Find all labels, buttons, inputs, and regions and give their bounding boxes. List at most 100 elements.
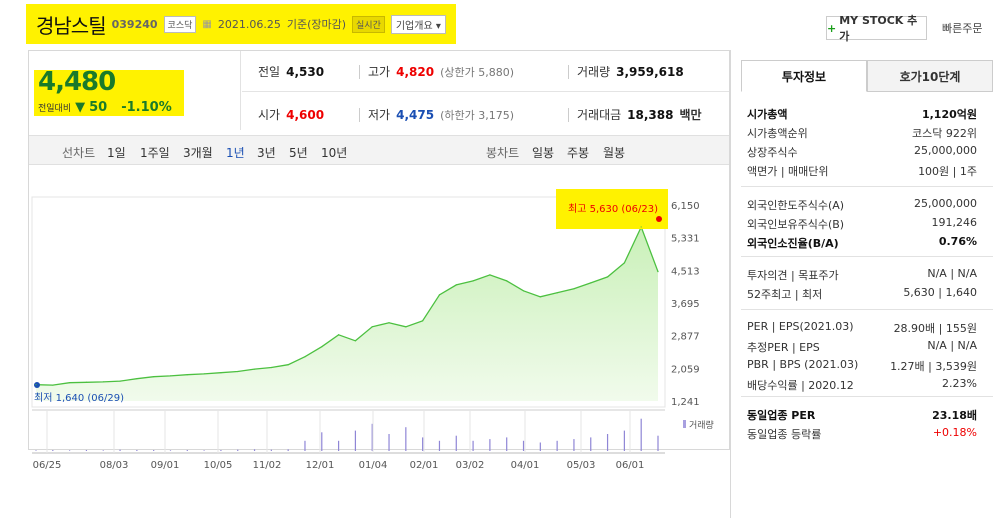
volume-bar [405,427,407,451]
x-tick-label: 05/03 [567,460,596,471]
price-change-row: 전일대비 ▼ 50 -1.10% [38,100,172,115]
tab-candle-monthly[interactable]: 월봉 [603,146,626,160]
calendar-icon: ▦ [202,18,212,30]
sidebar-row-label[interactable]: 액면가 | 매매단위 [747,165,829,178]
quick-order-link[interactable]: 빠른주문 [942,22,983,35]
sidebar-row-label[interactable]: 시가총액순위 [747,127,808,140]
volume-bar [539,442,541,451]
add-mystock-button[interactable]: + MY STOCK 추가 [826,14,927,43]
stat-amount: 거래대금 18,388 백만 [577,106,702,123]
volume-bar [304,440,306,451]
sidebar-row-label[interactable]: 시가총액 [747,108,788,121]
sidebar-row-value: 23.18배 [932,409,977,422]
volume-bar [186,449,188,451]
x-tick-label: 06/25 [33,460,62,471]
x-tick-label: 11/02 [253,460,282,471]
sidebar-row-label[interactable]: 투자의견 | 목표주가 [747,269,839,282]
max-dot [656,216,662,222]
sidebar-row-label[interactable]: 52주최고 | 최저 [747,288,823,301]
sidebar-row-label[interactable]: 상장주식수 [747,146,798,159]
stock-header: 경남스틸 039240 코스닥 ▦ 2021.06.25 기준(장마감) 실시간… [0,0,1003,50]
price-point [203,373,205,375]
sidebar-tabs: 투자정보 호가10단계 [741,60,993,92]
tab-order-book[interactable]: 호가10단계 [867,60,993,92]
sidebar-row-label[interactable]: PBR | BPS (2021.03) [747,358,859,371]
sidebar-row-label[interactable]: 동일업종 등락률 [747,428,822,441]
change-value: 50 [89,100,108,115]
x-tick-label: 12/01 [306,460,335,471]
price-point [640,226,642,228]
company-info-dropdown[interactable]: 기업개요 ▾ [390,14,446,34]
live-button[interactable]: 실시간 [352,15,385,33]
tab-period-3y[interactable]: 3년 [257,146,276,160]
sidebar-row: 배당수익률 | 2020.12 2.23% [747,377,977,393]
sidebar-row: 동일업종 PER 23.18배 [747,407,977,423]
tab-period-1w[interactable]: 1주일 [140,146,170,160]
volume-bar [169,450,172,451]
tab-investment-info[interactable]: 투자정보 [741,60,867,92]
tab-period-1y[interactable]: 1년 [226,146,245,160]
volume-bar [119,449,121,451]
sidebar-row: 동일업종 등락률 +0.18% [747,426,977,442]
price-point [623,262,625,264]
price-point [354,340,357,342]
add-mystock-label: MY STOCK 추가 [839,14,918,43]
sidebar-row-label[interactable]: 외국인한도주식수(A) [747,199,845,212]
stat-volume: 거래량 3,959,618 [577,63,684,80]
volume-bar [522,440,525,451]
tab-period-1d[interactable]: 1일 [107,146,126,160]
sidebar-row-value: 0.76% [938,235,977,248]
x-tick-label: 10/05 [204,460,233,471]
price-point [606,276,609,278]
sidebar-row-label[interactable]: 추정PER | EPS [747,341,820,354]
row-divider [242,91,729,92]
price-point [455,284,457,286]
sidebar-row-value: 2.23% [942,377,977,390]
tab-candle-daily[interactable]: 일봉 [532,146,555,160]
sidebar-row-label[interactable]: 배당수익률 | 2020.12 [747,379,854,392]
stat-open-label: 시가 [258,108,281,122]
price-chart[interactable]: 6,150 5,331 4,513 3,695 2,877 2,059 1,241 최고 5… [0,185,730,475]
quote-date: 2021.06.25 [217,17,281,31]
sidebar-row-value: 25,000,000 [914,144,977,157]
price-point [270,366,272,369]
sidebar-row: 시가총액 1,120억원 [747,106,977,122]
tab-period-10y[interactable]: 10년 [321,146,348,160]
title-highlight: 경남스틸 039240 코스닥 ▦ 2021.06.25 기준(장마감) 실시간… [26,4,456,44]
y-tick-label: 4,513 [671,266,700,277]
sidebar-group-divider [741,309,993,310]
volume-bar [253,449,256,451]
price-point [35,384,37,386]
price-point [169,375,172,377]
sidebar-row-label[interactable]: 동일업종 PER [747,409,816,422]
divider [568,108,569,122]
stock-code: 039240 [111,17,158,31]
sidebar-row-label[interactable]: 외국인보유주식수(B) [747,218,845,231]
stock-name[interactable]: 경남스틸 [36,13,107,38]
y-tick-label: 2,877 [671,332,700,343]
stat-prev: 전일 4,530 [258,63,324,80]
volume-bar [489,439,491,451]
sidebar-row: 투자의견 | 목표주가 N/A | N/A [747,267,977,283]
sidebar-row-value: 코스닥 922위 [912,127,977,140]
sidebar-row-value: 100원 | 1주 [918,165,977,178]
divider [568,65,569,79]
sidebar-row-label[interactable]: PER | EPS(2021.03) [747,320,854,333]
sidebar-row: 액면가 | 매매단위 100원 | 1주 [747,163,977,179]
sidebar-row-value: +0.18% [932,426,977,439]
tab-period-5y[interactable]: 5년 [289,146,308,160]
chevron-down-icon: ▾ [435,20,441,32]
sidebar-group-divider [741,186,993,187]
volume-bar [354,430,357,451]
price-point [237,370,239,373]
tab-period-3m[interactable]: 3개월 [183,146,213,160]
tab-candle-weekly[interactable]: 주봉 [567,146,590,160]
volume-bar [153,449,155,451]
price-point [321,346,323,348]
stat-lower-limit: (하한가 3,175) [440,109,514,122]
sidebar-row-label[interactable]: 외국인소진율(B/A) [747,237,839,250]
stat-upper-limit: (상한가 5,880) [440,66,514,79]
stat-high: 고가 4,820 (상한가 5,880) [368,63,514,80]
max-label: 최고 5,630 (06/23) [568,203,658,215]
price-point [371,326,373,328]
